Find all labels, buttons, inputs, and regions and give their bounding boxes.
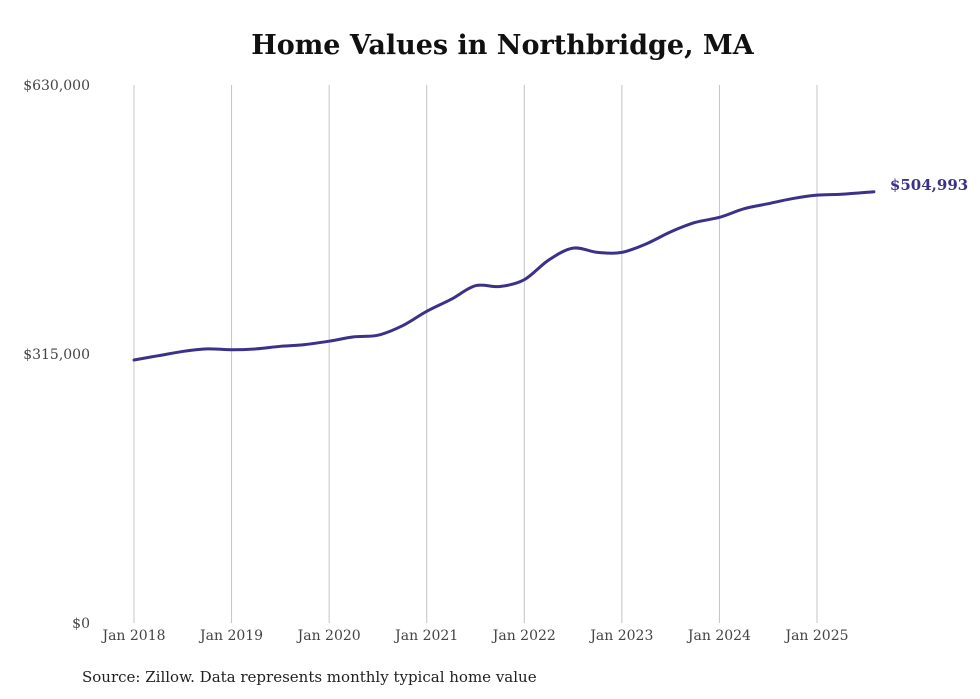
x-tick-label: Jan 2024 xyxy=(686,628,751,644)
chart-title: Home Values in Northbridge, MA xyxy=(251,30,754,61)
x-tick-label: Jan 2021 xyxy=(393,628,458,644)
x-tick-label: Jan 2025 xyxy=(783,628,848,644)
end-value-label: $504,993 xyxy=(890,176,968,194)
y-tick-label: $315,000 xyxy=(23,347,90,363)
x-tick-label: Jan 2020 xyxy=(296,628,361,644)
x-tick-label: Jan 2022 xyxy=(491,628,556,644)
x-tick-label: Jan 2023 xyxy=(588,628,653,644)
source-note: Source: Zillow. Data represents monthly … xyxy=(82,668,537,686)
y-tick-label: $0 xyxy=(72,616,90,632)
series-line xyxy=(132,190,876,362)
x-tick-label: Jan 2019 xyxy=(198,628,263,644)
x-tick-label: Jan 2018 xyxy=(100,628,165,644)
y-tick-label: $630,000 xyxy=(23,78,90,94)
